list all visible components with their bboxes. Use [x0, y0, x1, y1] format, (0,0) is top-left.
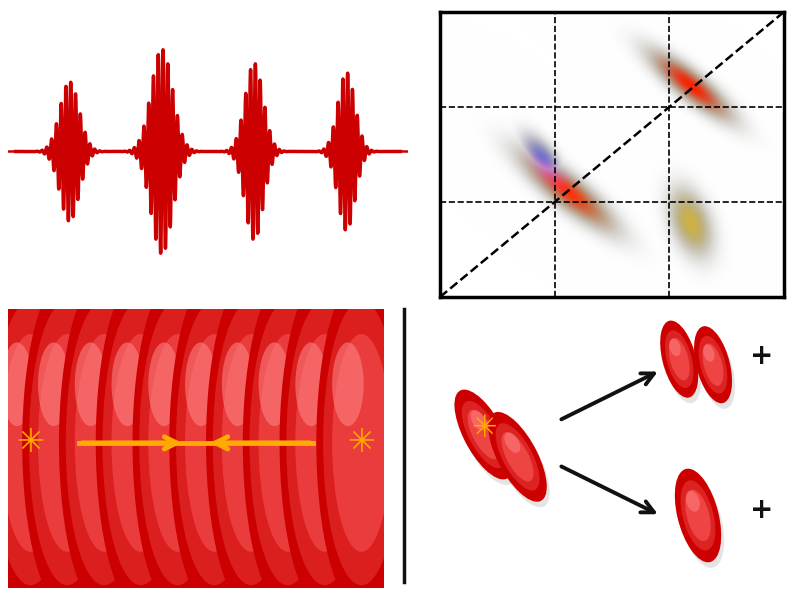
Ellipse shape — [38, 334, 97, 552]
Ellipse shape — [59, 276, 150, 594]
Ellipse shape — [686, 489, 710, 541]
Ellipse shape — [279, 276, 370, 594]
Ellipse shape — [470, 410, 486, 431]
Text: ✳: ✳ — [17, 426, 45, 459]
Ellipse shape — [681, 481, 715, 551]
Ellipse shape — [96, 276, 186, 594]
Ellipse shape — [462, 401, 506, 468]
Ellipse shape — [495, 423, 539, 491]
Ellipse shape — [170, 276, 259, 594]
Ellipse shape — [242, 276, 333, 594]
Ellipse shape — [697, 331, 735, 409]
Ellipse shape — [222, 342, 254, 426]
Ellipse shape — [467, 410, 500, 459]
Ellipse shape — [245, 280, 335, 594]
Ellipse shape — [295, 342, 327, 426]
Ellipse shape — [61, 280, 151, 594]
Ellipse shape — [176, 301, 253, 585]
Ellipse shape — [502, 432, 534, 482]
Ellipse shape — [208, 280, 298, 594]
Ellipse shape — [102, 301, 179, 585]
Ellipse shape — [332, 334, 390, 552]
Ellipse shape — [665, 330, 694, 388]
Ellipse shape — [0, 280, 78, 594]
Ellipse shape — [2, 334, 60, 552]
Ellipse shape — [491, 418, 550, 507]
Text: ✳: ✳ — [347, 426, 375, 459]
Ellipse shape — [686, 491, 700, 512]
Ellipse shape — [698, 336, 727, 394]
Ellipse shape — [111, 342, 143, 426]
Ellipse shape — [185, 334, 244, 552]
Ellipse shape — [258, 342, 290, 426]
Ellipse shape — [74, 342, 106, 426]
Ellipse shape — [675, 469, 721, 563]
Ellipse shape — [295, 334, 354, 552]
Ellipse shape — [111, 334, 170, 552]
Ellipse shape — [250, 301, 326, 585]
Ellipse shape — [74, 334, 134, 552]
Text: +: + — [750, 496, 774, 524]
Ellipse shape — [286, 301, 363, 585]
Ellipse shape — [171, 280, 262, 594]
Ellipse shape — [504, 432, 520, 453]
Ellipse shape — [458, 395, 516, 485]
Ellipse shape — [185, 342, 217, 426]
Text: ✳: ✳ — [471, 415, 497, 444]
Ellipse shape — [669, 338, 690, 380]
Ellipse shape — [660, 321, 698, 398]
Ellipse shape — [148, 342, 180, 426]
Ellipse shape — [703, 345, 714, 362]
Ellipse shape — [663, 326, 702, 403]
Ellipse shape — [148, 334, 207, 552]
Ellipse shape — [0, 301, 69, 585]
Text: +: + — [750, 342, 774, 370]
Ellipse shape — [454, 390, 513, 479]
Ellipse shape — [488, 412, 546, 502]
Ellipse shape — [139, 301, 216, 585]
Ellipse shape — [678, 474, 724, 568]
Ellipse shape — [24, 280, 114, 594]
Ellipse shape — [66, 301, 142, 585]
Ellipse shape — [222, 334, 281, 552]
Ellipse shape — [2, 342, 33, 426]
Ellipse shape — [213, 301, 290, 585]
Ellipse shape — [332, 342, 364, 426]
Ellipse shape — [29, 301, 106, 585]
Ellipse shape — [22, 276, 113, 594]
Ellipse shape — [694, 326, 732, 403]
Ellipse shape — [134, 280, 225, 594]
Ellipse shape — [133, 276, 222, 594]
Ellipse shape — [702, 343, 723, 386]
Ellipse shape — [98, 280, 188, 594]
Ellipse shape — [38, 342, 70, 426]
Ellipse shape — [323, 301, 400, 585]
Ellipse shape — [669, 339, 681, 356]
Ellipse shape — [0, 276, 76, 594]
Ellipse shape — [282, 280, 372, 594]
Ellipse shape — [206, 276, 296, 594]
Ellipse shape — [258, 334, 318, 552]
Ellipse shape — [316, 276, 406, 594]
Ellipse shape — [318, 280, 409, 594]
